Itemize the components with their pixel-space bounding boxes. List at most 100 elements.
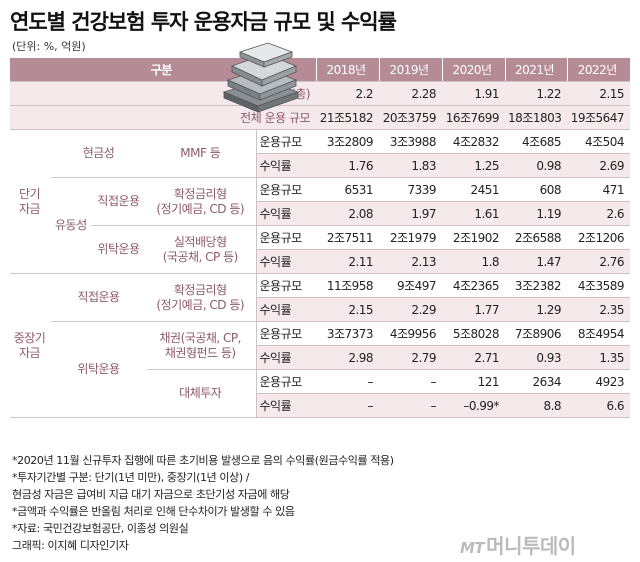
cell: 471 <box>567 177 631 202</box>
category-indirect: 위탁운용 <box>52 321 148 418</box>
cell: 2451 <box>442 177 506 202</box>
cell: 3조3988 <box>379 129 443 154</box>
category-mid-long-term: 중장기 자금 <box>10 273 52 418</box>
table-row: 단기 자금 현금성 MMF 등 운용규모 3조2809 3조3988 4조283… <box>10 129 631 274</box>
product-label: 실적배당형 (국공채, CP 등) <box>162 234 239 264</box>
product-fixed-rate: 확정금리형 (정기예금, CD 등) <box>148 177 256 226</box>
cell: 1.22 <box>505 81 568 106</box>
logo-name: 머니투데이 <box>486 534 576 558</box>
year-header: 2019년 <box>378 58 443 82</box>
cell: 16조7699 <box>442 105 506 130</box>
table-row: 중장기 자금 직접운용 확정금리형 (정기예금, CD 등) 운용규모 11조9… <box>10 273 631 418</box>
cell: – <box>379 393 443 418</box>
metric-label: 수익률 <box>255 201 317 226</box>
metric-label: 운용규모 <box>255 177 317 202</box>
table-row: 수익률 2.98 2.79 2.71 0.93 1.35 <box>10 345 631 370</box>
cell: 18조1803 <box>505 105 568 130</box>
cell: – <box>379 369 443 394</box>
table-row: 수익률 2.11 2.13 1.8 1.47 2.76 <box>10 249 631 274</box>
cell: 2조7511 <box>316 225 380 250</box>
cell: 1.47 <box>505 249 568 274</box>
cell: 2.6 <box>567 201 631 226</box>
table-row: 대체투자 운용규모 – – 121 2634 4923 <box>10 369 631 418</box>
footnote: *금액과 수익률은 반올림 처리로 인해 단수차이가 발생할 수 있음 <box>12 505 295 518</box>
cell: – <box>316 393 380 418</box>
cell: 2.08 <box>316 201 380 226</box>
cell: 4조9956 <box>379 321 443 346</box>
cell: 2.29 <box>379 297 443 322</box>
table-row: 위탁운용 실적배당형 (국공채, CP 등) 운용규모 2조7511 2조197… <box>10 225 631 274</box>
year-header: 2018년 <box>315 58 380 82</box>
metric-label: 수익률 <box>255 249 317 274</box>
year-header: 2020년 <box>441 58 506 82</box>
money-stack-icon <box>222 42 300 113</box>
cell: 0.98 <box>505 153 568 178</box>
year-header: 2022년 <box>566 58 631 82</box>
cell: – <box>316 369 380 394</box>
cell: 4923 <box>567 369 631 394</box>
cell: 1.25 <box>442 153 506 178</box>
cell: 2.69 <box>567 153 631 178</box>
cell: 608 <box>505 177 568 202</box>
metric-label: 운용규모 <box>255 129 317 154</box>
cell: 6531 <box>316 177 380 202</box>
category-direct: 직접운용 <box>52 273 148 322</box>
footnote: 현금성 자금은 급여비 지급 대기 자금으로 초단기성 자금에 해당 <box>12 488 290 501</box>
cell: 121 <box>442 369 506 394</box>
cell: 2.98 <box>316 345 380 370</box>
cell: 2.76 <box>567 249 631 274</box>
cell: 7조8906 <box>505 321 568 346</box>
cell: 1.76 <box>316 153 380 178</box>
cell: 4조2832 <box>442 129 506 154</box>
category-liquid: 유동성 <box>52 177 92 274</box>
cell: 21조5182 <box>316 105 380 130</box>
metric-label: 수익률 <box>255 297 317 322</box>
cell: 2조6588 <box>505 225 568 250</box>
product-actual-dividend: 실적배당형 (국공채, CP 등) <box>148 225 256 274</box>
publisher-logo: MT 머니투데이 <box>460 530 576 559</box>
cell: 4조504 <box>567 129 631 154</box>
cell: 2.15 <box>316 297 380 322</box>
summary-row-total-scale: 전체 운용 규모 21조5182 20조3759 16조7699 18조1803… <box>10 105 631 130</box>
product-mmf: MMF 등 <box>148 129 256 178</box>
cell: 2.11 <box>316 249 380 274</box>
cell: –0.99* <box>442 393 506 418</box>
year-header: 2021년 <box>504 58 568 82</box>
footnote: *2020년 11월 신규투자 집행에 따른 초기비용 발생으로 음의 수익률(… <box>12 454 394 467</box>
product-fixed-rate: 확정금리형 (정기예금, CD 등) <box>148 273 256 322</box>
cell: 1.29 <box>505 297 568 322</box>
category-cash: 현금성 <box>52 129 148 178</box>
category-direct: 직접운용 <box>92 177 148 226</box>
cell: 1.91 <box>442 81 506 106</box>
table-row: 수익률 – – –0.99* 8.8 6.6 <box>10 393 631 418</box>
product-label: 확정금리형 (정기예금, CD 등) <box>156 282 245 312</box>
cell: 7339 <box>379 177 443 202</box>
cell: 1.97 <box>379 201 443 226</box>
footnote: 그래픽: 이지혜 디자인기자 <box>12 539 129 552</box>
cell: 1.19 <box>505 201 568 226</box>
product-label: 채권(국공채, CP, 채권형펀드 등) <box>159 330 242 360</box>
metric-label: 수익률 <box>255 393 317 418</box>
footnotes: *2020년 11월 신규투자 집행에 따른 초기비용 발생으로 음의 수익률(… <box>12 452 394 554</box>
product-label: 확정금리형 (정기예금, CD 등) <box>156 186 245 216</box>
cell: 2.35 <box>567 297 631 322</box>
summary-row-total-rate: 수익률실적(총) 2.2 2.28 1.91 1.22 2.15 <box>10 81 631 106</box>
data-table: 구분 2018년 2019년 2020년 2021년 2022년 수익률실적(총… <box>10 58 631 418</box>
cell: 2.71 <box>442 345 506 370</box>
cell: 3조2809 <box>316 129 380 154</box>
table-row: 수익률 2.08 1.97 1.61 1.19 2.6 <box>10 201 631 226</box>
metric-label: 운용규모 <box>255 225 317 250</box>
cell: 2.28 <box>379 81 443 106</box>
cell: 8조4954 <box>567 321 631 346</box>
table-row: 수익률 2.15 2.29 1.77 1.29 2.35 <box>10 297 631 322</box>
category-indirect: 위탁운용 <box>92 225 148 274</box>
cell: 2634 <box>505 369 568 394</box>
metric-label: 수익률 <box>255 153 317 178</box>
cell: 4조685 <box>505 129 568 154</box>
header-row: 구분 2018년 2019년 2020년 2021년 2022년 <box>10 58 631 82</box>
logo-mark: MT <box>460 539 485 557</box>
table-row: 위탁운용 채권(국공채, CP, 채권형펀드 등) 운용규모 3조7373 4조… <box>10 321 631 418</box>
category-label: 단기 자금 <box>18 186 41 216</box>
cell: 0.93 <box>505 345 568 370</box>
cell: 3조2382 <box>505 273 568 298</box>
